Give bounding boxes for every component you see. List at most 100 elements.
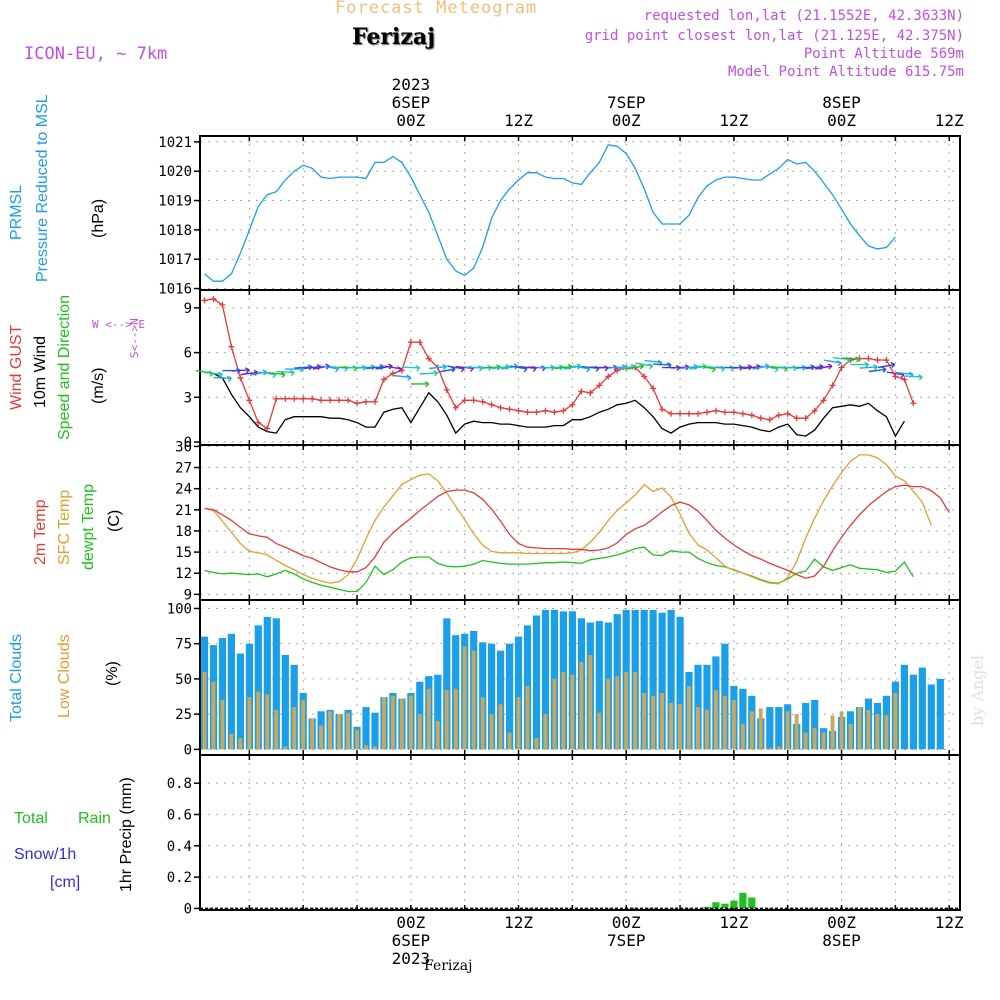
bottom-time-tick: 12Z (719, 913, 748, 932)
wind-gust-marker (650, 385, 657, 392)
total-cloud-bar (658, 612, 666, 750)
pressure-frame (199, 135, 961, 291)
wind-ytick-label: 3 (184, 390, 192, 406)
wind-gust-marker (336, 397, 343, 404)
low-cloud-bar (399, 698, 404, 750)
precip-ytick-label: 0.6 (167, 807, 192, 823)
bottom-time-tick: 00Z (396, 913, 425, 932)
wind-gust-marker (309, 395, 316, 402)
low-cloud-bar (633, 671, 638, 750)
rain-label-b: Rain (78, 810, 111, 827)
wind-direction-arrow (384, 365, 402, 373)
total-cloud-bar (514, 636, 523, 750)
low-cloud-bar (229, 733, 234, 750)
pressure-ytick-label: 1019 (158, 194, 192, 210)
wind-gust-marker (255, 419, 262, 426)
wind-gust-line (204, 298, 914, 430)
top-date-label: 6SEP (392, 93, 431, 112)
low-cloud-bar (525, 686, 530, 750)
wind-gust-marker (757, 415, 764, 422)
rain-bar (721, 903, 729, 909)
low-cloud-bar (435, 721, 440, 750)
wind-gust-marker (793, 415, 800, 422)
low-cloud-bar (570, 674, 575, 750)
low-cloud-bar (866, 709, 871, 750)
low-cloud-bar (292, 707, 297, 750)
low-cloud-bar (220, 700, 225, 750)
rain-bar (730, 900, 738, 909)
wind-gust-marker (407, 339, 414, 346)
total-cloud-bar (909, 674, 917, 750)
wind-gust-marker (605, 373, 612, 380)
wind-gust-marker (228, 343, 235, 350)
wind-gust-marker (712, 407, 719, 414)
wind-gust-marker (883, 357, 890, 364)
low-cloud-bar (597, 712, 602, 750)
top-time-tick: 00Z (396, 111, 425, 130)
wind-gust-marker (614, 367, 621, 374)
precip-ytick-label: 0 (184, 901, 192, 917)
low-cloud-bar (498, 704, 503, 750)
total-cloud-bar (918, 667, 926, 750)
low-cloud-bar (373, 746, 377, 750)
wind-direction-arrow (841, 356, 860, 363)
top-year-label: 2023 (392, 75, 431, 94)
low-cloud-bar (382, 697, 386, 750)
low-cloud-bar (552, 678, 557, 750)
low-cloud-bar (543, 714, 548, 750)
low-cloud-bar (408, 695, 413, 750)
wind-direction-arrow (213, 375, 232, 382)
low-cloud-bar (875, 714, 880, 750)
total-cloud-bar (479, 642, 487, 750)
wind-direction-arrow (823, 359, 842, 367)
low-cloud-bar (776, 746, 781, 750)
wind-gust-marker (703, 409, 710, 416)
low-cloud-bar (884, 715, 889, 750)
wind-gust-marker (775, 412, 782, 419)
clouds-ytick-label: 100 (167, 601, 192, 617)
wind-gust-marker (210, 295, 217, 302)
wind-direction-arrow (393, 374, 412, 381)
temp-ytick-label: 30 (175, 439, 192, 455)
wind-gust-marker (246, 397, 253, 404)
temp-sfc-line (204, 454, 932, 585)
wind-gust-marker (273, 395, 280, 402)
wind-gust-marker (380, 376, 387, 383)
total-cloud-bar (281, 655, 289, 750)
low-cloud-bar (480, 697, 485, 750)
low-cloud-bar (471, 650, 476, 750)
wind-gust-marker (524, 409, 531, 416)
low-cloud-bar (453, 688, 458, 750)
wind-gust-marker (291, 395, 298, 402)
wind-gust-marker (569, 401, 576, 408)
rain-bar (748, 897, 756, 909)
wind-gust-marker (443, 386, 450, 393)
meteogram-title: Forecast Meteogram (335, 0, 538, 18)
total-cloud-bar (766, 707, 774, 750)
low-cloud-bar (346, 712, 350, 750)
low-cloud-bar (749, 711, 754, 750)
wind-direction-arrow (859, 364, 878, 371)
wind-gust-marker (721, 409, 728, 416)
low-cloud-bar (794, 714, 799, 750)
low-cloud-bar (319, 725, 324, 750)
total-cloud-bar (667, 609, 675, 750)
top-date-label: 8SEP (822, 93, 861, 112)
total-cloud-bar (694, 664, 702, 750)
total-cloud-bar (703, 664, 711, 750)
wind-gust-marker (542, 407, 549, 414)
temp-2m-line (204, 484, 950, 579)
wind-gust-marker (730, 409, 737, 416)
clouds-ytick-label: 75 (175, 637, 192, 653)
temp-ytick-label: 21 (175, 503, 192, 519)
total-cloud-bar (227, 633, 235, 750)
wind-direction-arrow (267, 371, 286, 378)
wind-gust-marker (892, 373, 899, 380)
low-cloud-bar (848, 724, 853, 750)
low-cloud-bar (678, 704, 682, 750)
total-cloud-bar (739, 688, 747, 750)
total-cloud-bar (541, 609, 550, 750)
low-cloud-bar (328, 711, 332, 750)
wind-gust-marker (641, 373, 648, 380)
wind-gust-marker (201, 297, 208, 304)
